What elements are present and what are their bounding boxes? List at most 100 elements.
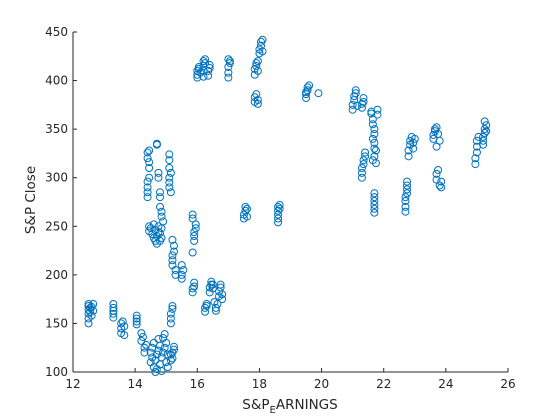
y-tick-label: 300 xyxy=(45,171,68,185)
data-point xyxy=(166,314,175,323)
data-point xyxy=(157,233,166,242)
data-points xyxy=(84,35,491,376)
data-point xyxy=(157,367,166,376)
data-point xyxy=(205,63,214,72)
data-point xyxy=(166,319,175,328)
data-point xyxy=(359,94,368,103)
data-point xyxy=(218,295,227,304)
data-point xyxy=(471,154,480,163)
data-point xyxy=(205,61,214,70)
data-point xyxy=(359,156,368,165)
data-point xyxy=(165,150,174,159)
data-point xyxy=(252,62,261,70)
data-point xyxy=(169,247,178,256)
data-point xyxy=(190,282,199,291)
data-point xyxy=(168,256,177,265)
data-point xyxy=(145,146,154,155)
data-point xyxy=(171,270,180,279)
data-point xyxy=(370,200,379,209)
data-point xyxy=(188,284,197,293)
data-point xyxy=(156,193,164,202)
data-point xyxy=(361,148,370,157)
data-point xyxy=(404,146,413,155)
data-point xyxy=(370,138,379,147)
data-point xyxy=(370,197,379,206)
data-point xyxy=(348,105,357,114)
data-point xyxy=(241,206,250,215)
data-point xyxy=(224,68,233,77)
y-tick-label: 250 xyxy=(45,219,68,233)
data-point xyxy=(201,307,210,316)
data-point xyxy=(152,139,161,148)
data-point xyxy=(211,303,220,312)
data-point xyxy=(188,214,197,223)
data-point xyxy=(303,83,312,92)
data-point xyxy=(348,100,357,109)
data-point xyxy=(168,235,177,244)
data-point xyxy=(145,158,154,167)
data-point xyxy=(370,204,379,213)
data-point xyxy=(177,270,186,279)
x-tick-label: 18 xyxy=(252,377,267,391)
data-point xyxy=(188,248,197,257)
data-point xyxy=(351,86,360,95)
data-point xyxy=(86,307,95,316)
data-point xyxy=(201,303,210,312)
x-tick-label: 22 xyxy=(376,377,391,391)
data-point xyxy=(471,160,480,169)
data-point xyxy=(305,81,314,90)
data-point xyxy=(480,117,489,126)
data-point xyxy=(472,136,481,145)
data-point xyxy=(351,89,360,98)
data-point xyxy=(429,130,438,139)
data-point xyxy=(353,101,362,110)
data-point xyxy=(302,88,311,97)
data-point xyxy=(370,144,379,153)
data-point xyxy=(253,99,262,108)
data-point xyxy=(168,301,177,310)
data-point xyxy=(252,90,261,99)
data-point xyxy=(224,55,233,64)
data-point xyxy=(143,193,152,202)
data-point xyxy=(432,142,441,151)
data-point xyxy=(154,168,163,177)
data-point xyxy=(137,336,146,345)
data-point xyxy=(373,110,382,119)
data-point xyxy=(302,94,311,103)
data-point xyxy=(368,134,377,143)
data-point xyxy=(190,228,199,237)
data-point xyxy=(258,35,267,44)
data-point xyxy=(435,181,444,190)
data-point xyxy=(162,338,171,347)
data-point xyxy=(437,177,446,186)
data-point xyxy=(472,148,481,157)
data-point xyxy=(370,208,379,217)
data-point xyxy=(190,236,199,245)
data-point xyxy=(157,212,166,221)
data-point xyxy=(149,220,158,229)
data-point xyxy=(409,138,418,147)
data-point xyxy=(357,173,366,182)
data-point xyxy=(371,146,380,155)
data-point xyxy=(370,125,379,134)
data-point xyxy=(243,204,251,213)
data-point xyxy=(177,274,186,283)
data-point xyxy=(169,342,178,351)
y-axis-label: S&P Close xyxy=(23,166,39,234)
y-tick-label: 350 xyxy=(45,122,68,136)
data-point xyxy=(482,121,491,130)
data-point xyxy=(225,59,234,68)
data-point xyxy=(162,358,171,367)
data-point xyxy=(403,177,412,186)
data-point xyxy=(479,136,488,145)
data-point xyxy=(359,160,368,169)
data-point xyxy=(216,280,225,289)
data-point xyxy=(401,197,410,206)
data-point xyxy=(480,129,489,138)
data-point xyxy=(120,331,129,340)
data-point xyxy=(132,320,141,329)
data-point xyxy=(118,317,127,326)
data-point xyxy=(166,168,175,177)
data-point xyxy=(145,173,154,182)
